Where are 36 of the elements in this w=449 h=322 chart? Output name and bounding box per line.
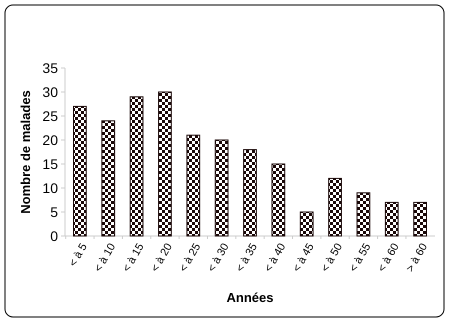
x-axis-title: Années xyxy=(226,290,274,305)
x-tick-label: < à 55 xyxy=(348,241,374,274)
bar xyxy=(214,140,229,236)
x-tick-label: < à 10 xyxy=(92,241,118,274)
bar xyxy=(413,202,427,236)
y-axis-title: Nombre de malades xyxy=(18,90,33,214)
y-tick-label: 30 xyxy=(42,84,58,100)
x-tick-label: > à 60 xyxy=(404,241,430,274)
y-tick-label: 5 xyxy=(50,204,58,220)
bar xyxy=(243,149,257,236)
x-tick-label: < à 35 xyxy=(234,241,260,274)
x-tick-label: < à 25 xyxy=(177,241,204,274)
bar xyxy=(328,178,342,236)
bar xyxy=(158,92,172,236)
y-tick-label: 20 xyxy=(42,132,58,148)
y-tick-label: 25 xyxy=(42,108,58,124)
y-tick-label: 35 xyxy=(42,60,58,76)
bar xyxy=(130,96,144,236)
x-tick-label: < à 50 xyxy=(319,241,345,274)
x-tick-label: < à 30 xyxy=(206,241,232,274)
y-tick-label: 10 xyxy=(42,180,58,196)
x-tick-label: < à 15 xyxy=(120,241,147,274)
bar xyxy=(271,164,286,236)
bar xyxy=(384,202,399,236)
bar xyxy=(186,134,200,236)
bar xyxy=(101,120,116,236)
x-tick-label: < à 20 xyxy=(149,241,175,274)
y-tick-label: 0 xyxy=(50,228,58,244)
bar xyxy=(73,106,87,236)
x-tick-label: < à 45 xyxy=(290,241,317,274)
x-tick-label: < à 40 xyxy=(262,241,288,274)
x-tick-label: < à 5 xyxy=(67,241,90,269)
bar xyxy=(356,192,370,236)
y-tick-label: 15 xyxy=(42,156,58,172)
bar xyxy=(300,212,314,236)
x-tick-label: < à 60 xyxy=(376,241,402,274)
